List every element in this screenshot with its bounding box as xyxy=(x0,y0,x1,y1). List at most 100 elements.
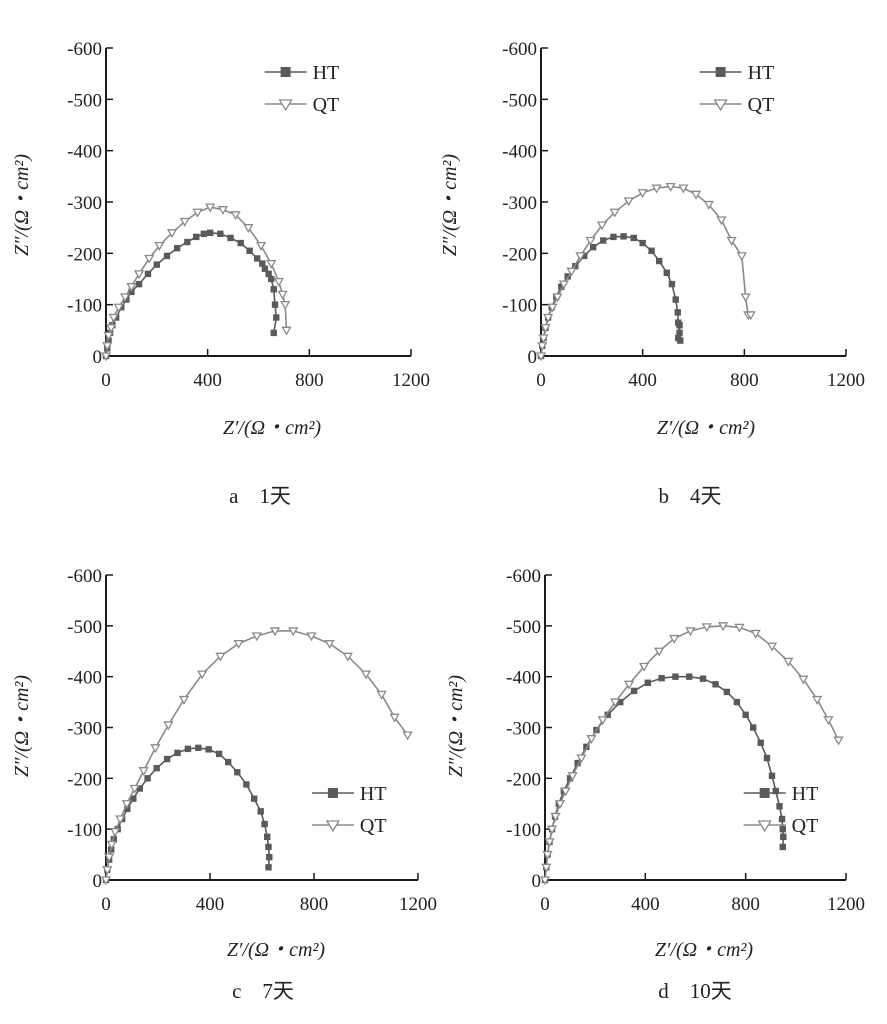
y-tick-label: -100 xyxy=(67,296,102,317)
series-line-QT xyxy=(105,206,288,357)
y-tick-label: -200 xyxy=(67,769,102,790)
data-point-HT xyxy=(124,805,131,813)
x-tick-label: 800 xyxy=(295,370,324,391)
data-point-QT xyxy=(197,670,208,680)
data-point-QT xyxy=(750,629,761,639)
data-point-HT xyxy=(581,252,588,260)
legend-label-HT: HT xyxy=(313,62,340,84)
data-point-HT xyxy=(163,755,171,763)
data-point-QT xyxy=(205,203,216,213)
data-point-HT xyxy=(574,759,581,767)
data-point-HT xyxy=(261,265,269,272)
data-point-QT xyxy=(726,236,737,246)
data-point-QT xyxy=(586,735,597,744)
data-point-HT xyxy=(558,283,565,290)
legend-marker-HT xyxy=(280,67,291,77)
legend-label-HT: HT xyxy=(360,783,387,805)
data-point-HT xyxy=(215,750,223,758)
y-tick-label: -600 xyxy=(506,566,541,587)
data-point-HT xyxy=(768,772,776,779)
y-tick-label: -300 xyxy=(506,719,541,740)
data-point-QT xyxy=(269,627,281,637)
data-point-HT xyxy=(779,843,786,851)
data-point-QT xyxy=(596,221,608,231)
y-tick-label: 0 xyxy=(528,347,538,368)
x-tick-label: 400 xyxy=(193,370,222,391)
legend-marker-QT xyxy=(713,99,728,112)
data-point-QT xyxy=(342,652,353,662)
y-tick-label: -200 xyxy=(67,244,102,265)
panel-caption: c 7天 xyxy=(232,979,294,1003)
data-point-QT xyxy=(133,270,145,280)
data-point-QT xyxy=(280,301,291,310)
data-point-QT xyxy=(281,326,292,336)
series-line-HT xyxy=(540,235,682,357)
data-point-QT xyxy=(115,815,126,825)
data-point-HT xyxy=(674,309,681,316)
y-tick-label: -400 xyxy=(67,668,102,689)
data-point-QT xyxy=(255,241,267,251)
data-point-HT xyxy=(243,781,250,788)
x-tick-label: 400 xyxy=(628,370,657,391)
x-tick-label: 0 xyxy=(536,370,546,391)
x-tick-label: 800 xyxy=(730,370,759,391)
chart-panel-3: 0 -100 -200 -300 -400 -500 -600 0 400 800 1200 Z′/(… xyxy=(445,566,865,1003)
y-tick-label: -500 xyxy=(502,90,537,111)
data-point-QT xyxy=(544,838,555,848)
y-tick-label: -100 xyxy=(502,296,537,317)
data-point-HT xyxy=(757,739,764,746)
series-line-QT xyxy=(105,630,409,881)
data-point-QT xyxy=(105,324,117,334)
x-tick-label: 0 xyxy=(101,894,111,915)
data-point-HT xyxy=(153,764,160,772)
data-point-HT xyxy=(672,673,679,680)
data-point-QT xyxy=(610,698,621,708)
data-point-QT xyxy=(266,259,277,269)
data-point-QT xyxy=(306,632,317,642)
data-point-HT xyxy=(733,698,741,706)
x-tick-label: 400 xyxy=(631,894,660,915)
data-point-HT xyxy=(639,239,646,247)
data-point-QT xyxy=(537,342,548,352)
data-point-HT xyxy=(780,833,787,840)
data-point-QT xyxy=(178,695,190,705)
data-point-QT xyxy=(106,840,117,850)
legend-label-QT: QT xyxy=(792,815,819,837)
x-tick-label: 400 xyxy=(196,894,225,915)
data-point-QT xyxy=(360,670,372,680)
data-point-HT xyxy=(686,673,693,680)
data-point-QT xyxy=(766,642,778,652)
data-point-HT xyxy=(259,260,266,267)
data-point-QT xyxy=(102,342,113,352)
data-point-QT xyxy=(217,206,229,216)
y-axis-label: Z″/(Ω・cm²) xyxy=(11,675,33,777)
data-point-QT xyxy=(376,690,387,700)
data-point-HT xyxy=(699,675,707,682)
data-point-QT xyxy=(288,627,299,637)
x-tick-label: 800 xyxy=(300,894,329,915)
x-axis-label: Z′/(Ω・cm²) xyxy=(655,939,753,961)
data-point-QT xyxy=(166,229,178,239)
panel-caption: d 10天 xyxy=(658,979,732,1003)
data-point-HT xyxy=(620,233,627,240)
y-tick-label: -100 xyxy=(506,820,541,841)
x-tick-label: 1200 xyxy=(399,894,437,915)
data-point-QT xyxy=(144,254,155,264)
legend-label-HT: HT xyxy=(792,783,819,805)
data-point-QT xyxy=(163,721,174,731)
data-point-HT xyxy=(778,815,786,823)
y-tick-label: -400 xyxy=(67,142,102,163)
data-point-QT xyxy=(651,184,662,194)
data-point-HT xyxy=(265,843,272,851)
data-point-HT xyxy=(173,245,181,252)
data-point-HT xyxy=(566,775,574,782)
series-line-QT xyxy=(544,624,840,881)
data-point-QT xyxy=(550,812,561,822)
data-point-QT xyxy=(103,331,114,341)
data-point-HT xyxy=(776,803,783,810)
data-point-HT xyxy=(672,296,679,303)
legend-label-QT: QT xyxy=(748,94,775,116)
data-point-HT xyxy=(723,688,731,696)
data-point-QT xyxy=(701,623,712,633)
data-point-HT xyxy=(136,785,143,792)
